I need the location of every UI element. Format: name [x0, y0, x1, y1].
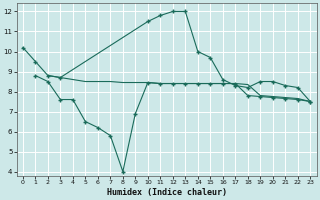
X-axis label: Humidex (Indice chaleur): Humidex (Indice chaleur)	[107, 188, 227, 197]
